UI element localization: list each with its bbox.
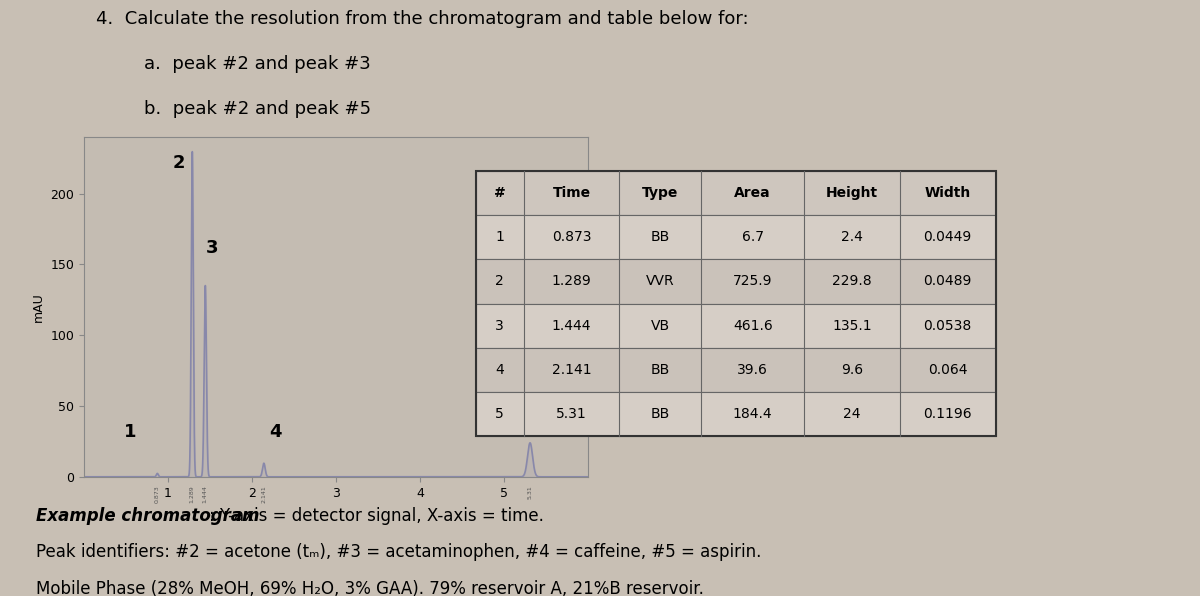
Text: b.  peak #2 and peak #5: b. peak #2 and peak #5 [144, 100, 371, 117]
Text: 24: 24 [844, 407, 860, 421]
Text: Area: Area [734, 186, 772, 200]
Text: Width: Width [924, 186, 971, 200]
Text: #: # [493, 186, 505, 200]
Text: 5.31: 5.31 [556, 407, 587, 421]
Text: 1.444: 1.444 [552, 319, 592, 333]
Text: 4: 4 [269, 423, 282, 441]
FancyBboxPatch shape [475, 215, 996, 259]
Text: 4: 4 [496, 363, 504, 377]
Text: 461.6: 461.6 [733, 319, 773, 333]
Text: Example chromatogram: Example chromatogram [36, 507, 259, 525]
Text: 0.064: 0.064 [928, 363, 967, 377]
Text: 0.873: 0.873 [155, 485, 160, 503]
Y-axis label: mAU: mAU [32, 292, 44, 322]
Text: 1: 1 [496, 230, 504, 244]
Text: Height: Height [826, 186, 878, 200]
Text: 1: 1 [124, 423, 137, 441]
Text: 2.141: 2.141 [552, 363, 592, 377]
Text: 2.4: 2.4 [841, 230, 863, 244]
FancyBboxPatch shape [475, 171, 996, 215]
Text: VVR: VVR [646, 275, 674, 288]
Text: 1.289: 1.289 [552, 275, 592, 288]
Text: 0.0538: 0.0538 [924, 319, 972, 333]
FancyBboxPatch shape [475, 392, 996, 436]
Text: 0.0449: 0.0449 [924, 230, 972, 244]
Text: a.  peak #2 and peak #3: a. peak #2 and peak #3 [144, 55, 371, 73]
Text: 0.1196: 0.1196 [923, 407, 972, 421]
Text: 184.4: 184.4 [733, 407, 773, 421]
Text: 0.873: 0.873 [552, 230, 592, 244]
Text: 9.6: 9.6 [841, 363, 863, 377]
Text: 229.8: 229.8 [832, 275, 871, 288]
FancyBboxPatch shape [475, 259, 996, 303]
Text: VB: VB [650, 319, 670, 333]
Text: Type: Type [642, 186, 678, 200]
Text: BB: BB [650, 407, 670, 421]
Text: 5.31: 5.31 [528, 485, 533, 499]
FancyBboxPatch shape [475, 303, 996, 347]
FancyBboxPatch shape [475, 347, 996, 392]
Text: 39.6: 39.6 [737, 363, 768, 377]
Text: Mobile Phase (28% MeOH, 69% H₂O, 3% GAA). 79% reservoir A, 21%B reservoir.: Mobile Phase (28% MeOH, 69% H₂O, 3% GAA)… [36, 580, 704, 596]
Text: 725.9: 725.9 [733, 275, 773, 288]
Text: 135.1: 135.1 [832, 319, 871, 333]
Text: 3: 3 [206, 239, 218, 257]
Text: 0.0489: 0.0489 [924, 275, 972, 288]
Text: BB: BB [650, 363, 670, 377]
Text: BB: BB [650, 230, 670, 244]
Text: 3: 3 [496, 319, 504, 333]
Text: 5: 5 [538, 423, 551, 441]
Text: Peak identifiers: #2 = acetone (tₘ), #3 = acetaminophen, #4 = caffeine, #5 = asp: Peak identifiers: #2 = acetone (tₘ), #3 … [36, 544, 761, 561]
Text: 1.444: 1.444 [203, 485, 208, 503]
Text: 4.  Calculate the resolution from the chromatogram and table below for:: 4. Calculate the resolution from the chr… [96, 11, 749, 29]
Text: 2: 2 [496, 275, 504, 288]
Text: 6.7: 6.7 [742, 230, 763, 244]
Text: 1.289: 1.289 [190, 485, 194, 503]
Text: 2: 2 [173, 154, 185, 172]
Text: 2.141: 2.141 [262, 485, 266, 503]
Text: Time: Time [552, 186, 590, 200]
Text: 5: 5 [496, 407, 504, 421]
Text: : Y-axis = detector signal, X-axis = time.: : Y-axis = detector signal, X-axis = tim… [209, 507, 544, 525]
